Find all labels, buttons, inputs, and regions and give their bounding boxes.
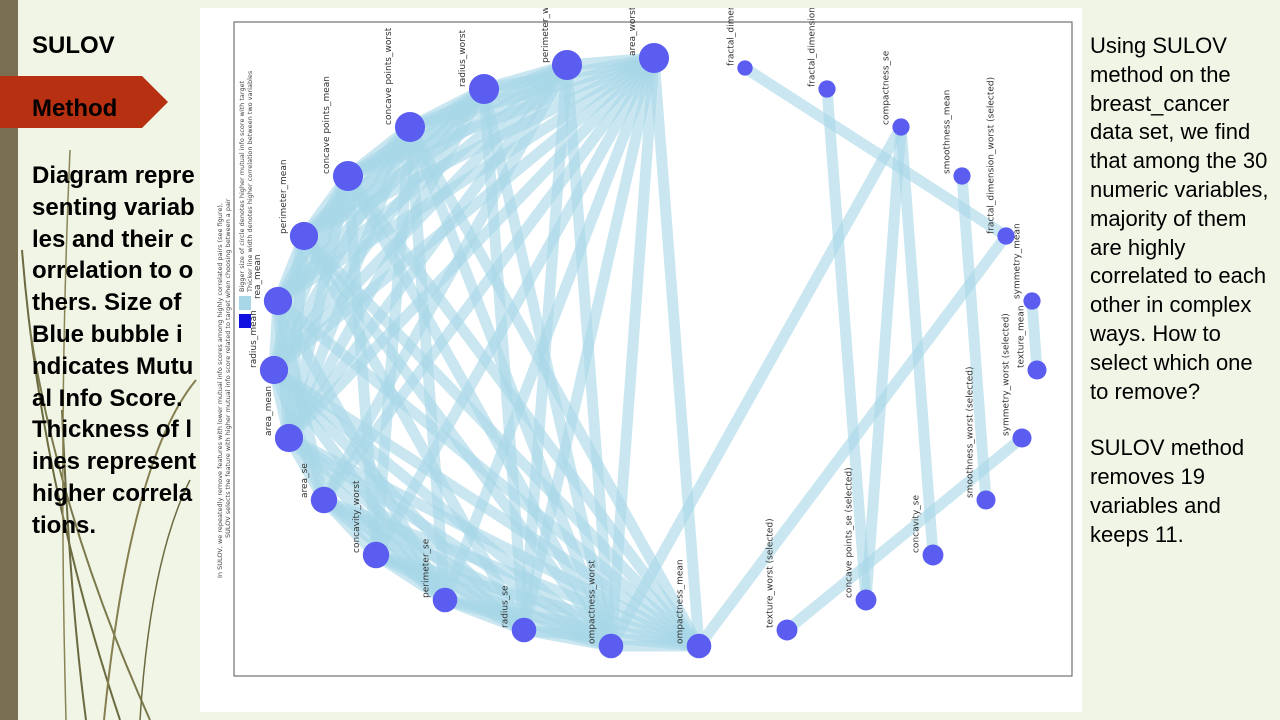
node-25 (818, 80, 836, 98)
edge-13 (648, 52, 705, 652)
edge-20 (283, 59, 573, 444)
node-5 (289, 221, 319, 251)
node-label-4: concave points_mean (322, 76, 332, 174)
node-label-13: ompactness_worst (588, 560, 598, 644)
node-label-5: perimeter_mean (279, 159, 289, 234)
node-label-23: smoothness_mean (942, 90, 952, 174)
node-label-15: texture_worst (selected) (766, 518, 776, 628)
node-label-11: perimeter_se (422, 538, 432, 598)
edge-93 (739, 62, 1012, 242)
node-8 (274, 423, 304, 453)
node-13 (598, 633, 624, 659)
sulov-note-line-2: SULOV selects the feature with higher mu… (224, 198, 232, 538)
legend-node-swatch (239, 314, 251, 328)
diagram-description: Diagram representing variables and their… (32, 162, 197, 539)
node-24 (892, 118, 910, 136)
node-26 (737, 60, 753, 76)
edge-91 (956, 170, 992, 506)
node-label-1: perimeter_wo (541, 8, 551, 63)
edge-64 (268, 364, 705, 652)
node-4 (332, 160, 364, 192)
sulov-note-line-1: In SULOV, we repeatedly remove features … (216, 203, 224, 578)
node-2 (468, 73, 500, 105)
node-0 (638, 42, 670, 74)
node-18 (976, 490, 996, 510)
node-label-2: radius_worst (458, 29, 468, 87)
node-20 (1027, 360, 1047, 380)
edge-90 (895, 121, 939, 561)
node-11 (432, 587, 458, 613)
node-1 (551, 49, 583, 81)
node-3 (394, 111, 426, 143)
legend-item-2: Thicker line width denotes higher correl… (246, 70, 254, 293)
node-label-14: ompactness_mean (676, 559, 686, 644)
node-15 (776, 619, 798, 641)
edge-47 (342, 170, 705, 652)
node-label-22: fractal_dimension_worst (selected) (986, 77, 996, 234)
correlation-diagram: Bigger size of circle denotes higher mut… (216, 0, 1073, 677)
edge-53 (298, 230, 705, 652)
edge-92 (1026, 295, 1043, 376)
node-21 (1023, 292, 1041, 310)
edge-40 (404, 121, 705, 652)
node-12 (511, 617, 537, 643)
edge-89 (821, 83, 872, 606)
node-19 (1012, 428, 1032, 448)
node-14 (686, 633, 712, 659)
node-label-24: compactness_se (881, 50, 891, 125)
left-decor-strip (0, 0, 18, 720)
node-label-20: texture_mean (1016, 305, 1026, 368)
legend-edge-swatch (239, 296, 251, 310)
node-22 (997, 227, 1015, 245)
node-label-25: fractal_dimension_se (select (807, 8, 817, 87)
node-10 (362, 541, 390, 569)
node-label-16: concave points_se (selected) (845, 467, 855, 598)
right-text-panel: Using SULOV method on the breast_cancer … (1090, 32, 1275, 550)
node-label-18: smoothness_worst (selected) (965, 367, 975, 498)
node-label-6: rea_mean (253, 254, 263, 299)
grass-decoration (21, 149, 197, 720)
node-layer: area_worst (selperimeter_woradius_worstc… (249, 0, 1047, 659)
node-label-26: fractal_dimension (726, 8, 736, 66)
node-label-0: area_worst (sel (628, 8, 638, 56)
node-label-21: symmetry_mean (1012, 223, 1022, 299)
node-label-8: area_mean (264, 386, 274, 436)
right-paragraph-1: Using SULOV method on the breast_cancer … (1090, 33, 1269, 404)
edge-58 (272, 295, 705, 652)
edge-layer (268, 52, 1043, 652)
node-label-3: concave points_worst (384, 27, 394, 125)
node-label-17: concavity_se (912, 495, 922, 553)
node-label-7: radius_mean (249, 310, 259, 368)
node-6 (263, 286, 293, 316)
node-16 (855, 589, 877, 611)
node-label-10: concavity_worst (352, 480, 362, 553)
node-label-9: area_se (300, 463, 310, 498)
method-banner (0, 76, 168, 128)
method-banner-label: Method (32, 95, 118, 122)
legend: Bigger size of circle denotes higher mut… (238, 70, 254, 328)
node-9 (310, 486, 338, 514)
node-17 (922, 544, 944, 566)
slide-title: SULOV (32, 32, 115, 59)
right-paragraph-2: SULOV method removes 19 variables and ke… (1090, 435, 1245, 547)
edge-85 (605, 121, 907, 652)
node-23 (953, 167, 971, 185)
node-7 (259, 355, 289, 385)
legend-item-1: Bigger size of circle denotes higher mut… (238, 80, 246, 292)
node-label-19: symmetry_worst (selected) (1001, 313, 1011, 436)
edge-74 (318, 494, 705, 652)
edge-12 (605, 52, 660, 652)
sulov-figure: Bigger size of circle denotes higher mut… (200, 0, 1082, 712)
node-label-12: radius_se (501, 585, 511, 628)
edge-88 (860, 121, 907, 606)
